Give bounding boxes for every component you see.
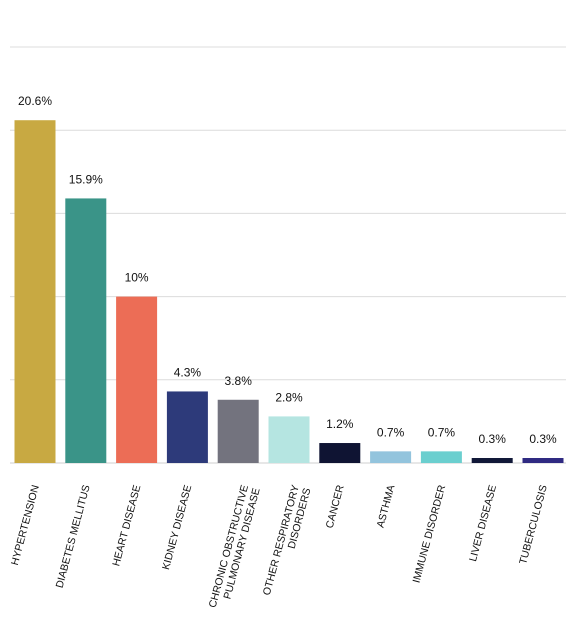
- category-label-asthma: ASTHMA: [375, 484, 398, 529]
- data-label-immune-disorder: 0.7%: [428, 425, 456, 439]
- bar-immune-disorder: [420, 451, 462, 463]
- category-label-line: KIDNEY DISEASE: [160, 484, 194, 571]
- bar-heart-disease: [116, 296, 158, 463]
- category-label-line: LIVER DISEASE: [467, 484, 499, 563]
- data-label-chronic-obstructive-pulmonary-disease: 3.8%: [225, 374, 253, 388]
- category-label-kidney-disease: KIDNEY DISEASE: [160, 484, 194, 571]
- data-label-liver-disease: 0.3%: [479, 432, 507, 446]
- category-label-line: TUBERCULOSIS: [517, 484, 550, 566]
- data-label-kidney-disease: 4.3%: [174, 365, 202, 379]
- data-label-heart-disease: 10%: [125, 271, 149, 285]
- bar-other-respiratory-disorders: [268, 416, 310, 463]
- data-label-other-respiratory-disorders: 2.8%: [275, 390, 303, 404]
- data-label-cancer: 1.2%: [326, 417, 354, 431]
- category-label-other-respiratory-disorders: OTHER RESPIRATORYDISORDERS: [261, 484, 314, 600]
- bar-tuberculosis: [522, 458, 564, 463]
- bar-hypertension: [14, 120, 56, 463]
- bar-cancer: [319, 443, 361, 463]
- category-label-diabetes-mellitus: DIABETES MELLITUS: [54, 484, 93, 590]
- bar-asthma: [370, 451, 412, 463]
- category-labels: HYPERTENSION DIABETES MELLITUS HEART DISEA…: [9, 483, 550, 612]
- data-label-asthma: 0.7%: [377, 425, 405, 439]
- data-label-diabetes-mellitus: 15.9%: [69, 172, 103, 186]
- category-label-line: HYPERTENSION: [9, 484, 42, 567]
- data-label-hypertension: 20.6%: [18, 94, 52, 108]
- category-label-line: ASTHMA: [375, 484, 398, 529]
- category-label-line: DIABETES MELLITUS: [54, 484, 93, 590]
- data-labels: 20.6% 15.9% 10% 4.3% 3.8% 2.8% 1.2% 0.7% 0.7% 0.3…: [18, 94, 557, 446]
- category-label-line: CANCER: [324, 483, 347, 529]
- bar-chronic-obstructive-pulmonary-disease: [217, 399, 259, 463]
- category-label-tuberculosis: TUBERCULOSIS: [517, 484, 550, 566]
- category-label-heart-disease: HEART DISEASE: [110, 484, 143, 568]
- category-label-line: IMMUNE DISORDER: [411, 483, 449, 584]
- data-label-tuberculosis: 0.3%: [529, 432, 557, 446]
- bar-diabetes-mellitus: [65, 198, 107, 463]
- category-label-liver-disease: LIVER DISEASE: [467, 484, 499, 563]
- category-label-line: HEART DISEASE: [110, 484, 143, 568]
- bar-liver-disease: [471, 458, 513, 463]
- bar-kidney-disease: [166, 391, 208, 463]
- category-label-cancer: CANCER: [324, 483, 347, 529]
- category-label-chronic-obstructive-pulmonary-disease: CHRONIC OBSTRUCTIVEPULMONARY DISEASE: [207, 484, 263, 612]
- bars: [14, 120, 564, 463]
- category-label-immune-disorder: IMMUNE DISORDER: [411, 483, 449, 584]
- category-label-hypertension: HYPERTENSION: [9, 484, 42, 567]
